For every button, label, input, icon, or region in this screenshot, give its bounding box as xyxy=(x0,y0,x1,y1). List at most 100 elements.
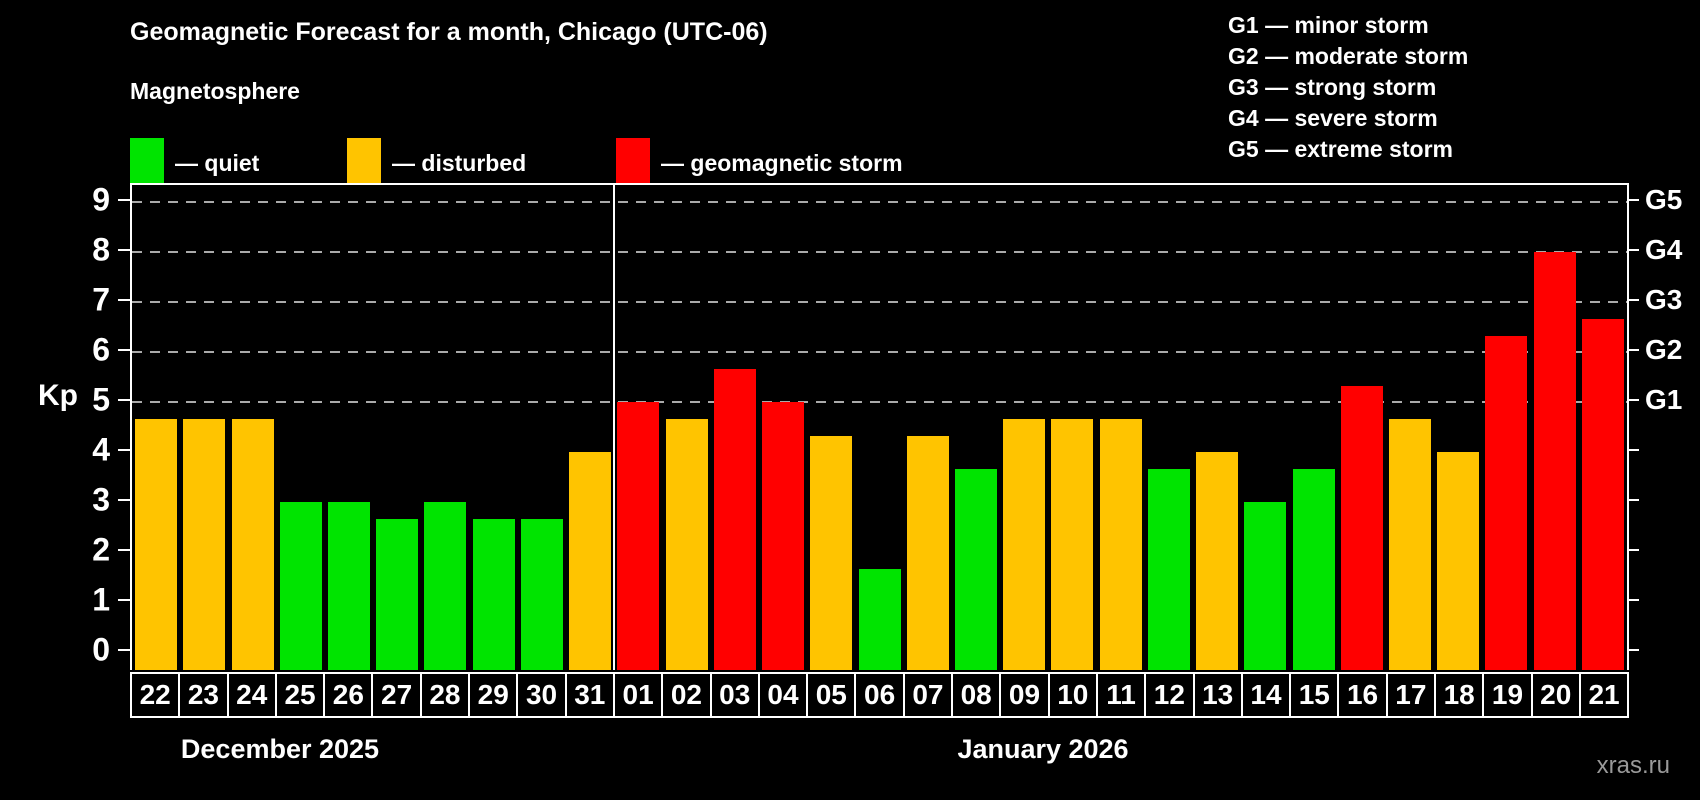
y-axis-tick-left-7 xyxy=(118,299,130,301)
kp-bar-12 xyxy=(1147,468,1190,670)
y-axis-label-2: 2 xyxy=(92,531,110,568)
y-axis-label-9: 9 xyxy=(92,181,110,218)
kp-bar-18 xyxy=(1437,452,1480,670)
y-axis-tick-left-0 xyxy=(118,649,130,651)
day-label-26: 26 xyxy=(323,672,374,718)
kp-bar-02 xyxy=(665,418,708,670)
g4-legend-line: G4 — severe storm xyxy=(1228,105,1438,131)
kp-bar-30 xyxy=(520,518,563,670)
quiet-legend-label: — quiet xyxy=(175,150,260,176)
y-axis-tick-left-4 xyxy=(118,449,130,451)
gridline-kp-5 xyxy=(132,401,1627,403)
kp-bar-27 xyxy=(376,518,419,670)
storm-legend-label: — geomagnetic storm xyxy=(661,150,903,176)
right-axis-label-g5: G5 xyxy=(1645,184,1683,215)
right-axis-label-g2: G2 xyxy=(1645,334,1683,365)
y-axis-tick-right-1 xyxy=(1627,599,1639,601)
y-axis-tick-left-1 xyxy=(118,599,130,601)
day-label-18: 18 xyxy=(1434,672,1485,718)
y-axis-tick-right-6 xyxy=(1627,349,1639,351)
y-axis-label-7: 7 xyxy=(92,281,110,318)
disturbed-swatch-icon xyxy=(347,138,381,184)
day-label-05: 05 xyxy=(806,672,857,718)
y-axis-label-0: 0 xyxy=(92,631,110,668)
y-axis-label-3: 3 xyxy=(92,481,110,518)
kp-bar-03 xyxy=(713,368,756,670)
day-label-06: 06 xyxy=(854,672,905,718)
right-axis-label-g1: G1 xyxy=(1645,384,1683,415)
day-label-16: 16 xyxy=(1337,672,1388,718)
kp-bar-14 xyxy=(1244,502,1287,670)
day-label-25: 25 xyxy=(274,672,326,718)
g1-legend-line: G1 — minor storm xyxy=(1228,12,1429,38)
gridline-kp-9 xyxy=(132,201,1627,203)
kp-bar-15 xyxy=(1292,468,1335,670)
kp-bar-24 xyxy=(231,418,274,670)
day-label-01: 01 xyxy=(612,672,664,718)
day-label-10: 10 xyxy=(1047,672,1098,718)
kp-bar-28 xyxy=(424,502,467,670)
kp-bar-10 xyxy=(1051,418,1094,670)
day-label-12: 12 xyxy=(1144,672,1195,718)
kp-bar-25 xyxy=(279,502,322,670)
kp-bar-22 xyxy=(135,418,178,670)
y-axis-tick-right-4 xyxy=(1627,449,1639,451)
month-label-december: December 2025 xyxy=(180,734,380,764)
day-label-29: 29 xyxy=(468,672,519,718)
kp-bar-01 xyxy=(617,402,660,670)
right-axis-label-g3: G3 xyxy=(1645,284,1683,315)
y-axis-tick-right-0 xyxy=(1627,649,1639,651)
y-axis-tick-left-5 xyxy=(118,399,130,401)
gridline-kp-6 xyxy=(132,351,1627,353)
right-axis-label-g4: G4 xyxy=(1645,234,1683,265)
gridline-kp-8 xyxy=(132,251,1627,253)
kp-bar-08 xyxy=(954,468,997,670)
y-axis-tick-left-6 xyxy=(118,349,130,351)
day-label-15: 15 xyxy=(1289,672,1340,718)
y-axis-label-5: 5 xyxy=(92,381,110,418)
y-axis-label-8: 8 xyxy=(92,231,110,268)
day-label-13: 13 xyxy=(1192,672,1243,718)
day-label-23: 23 xyxy=(178,672,229,718)
y-axis-tick-left-3 xyxy=(118,499,130,501)
kp-bar-04 xyxy=(762,402,805,670)
g3-legend-line: G3 — strong storm xyxy=(1228,74,1437,100)
kp-bar-07 xyxy=(906,435,949,670)
kp-axis-title: Kp xyxy=(38,379,78,412)
day-label-28: 28 xyxy=(419,672,471,718)
day-label-08: 08 xyxy=(951,672,1002,718)
kp-bar-13 xyxy=(1196,452,1239,670)
g-scale-legend: G1 — minor storm G2 — moderate storm G3 … xyxy=(1228,10,1468,165)
y-axis-label-6: 6 xyxy=(92,331,110,368)
kp-bar-19 xyxy=(1485,335,1528,670)
y-axis-tick-left-9 xyxy=(118,199,130,201)
day-label-04: 04 xyxy=(757,672,809,718)
quiet-swatch-icon xyxy=(130,138,164,184)
day-label-11: 11 xyxy=(1095,672,1147,718)
page-title: Geomagnetic Forecast for a month, Chicag… xyxy=(130,18,768,46)
y-axis-label-1: 1 xyxy=(92,581,110,618)
day-label-21: 21 xyxy=(1578,672,1630,718)
y-axis-tick-left-8 xyxy=(118,249,130,251)
y-axis-tick-right-9 xyxy=(1627,199,1639,201)
kp-bar-23 xyxy=(183,418,226,670)
kp-bar-29 xyxy=(472,518,515,670)
day-label-09: 09 xyxy=(999,672,1050,718)
kp-bar-31 xyxy=(569,452,612,670)
storm-swatch-icon xyxy=(616,138,650,184)
day-label-22: 22 xyxy=(130,672,181,718)
watermark: xras.ru xyxy=(1596,752,1670,779)
month-divider xyxy=(613,185,616,670)
y-axis-tick-right-3 xyxy=(1627,499,1639,501)
kp-bar-21 xyxy=(1581,318,1624,670)
day-label-31: 31 xyxy=(564,672,615,718)
kp-bar-05 xyxy=(810,435,853,670)
kp-bar-20 xyxy=(1533,252,1576,670)
day-label-02: 02 xyxy=(661,672,712,718)
day-label-03: 03 xyxy=(709,672,760,718)
y-axis-tick-right-7 xyxy=(1627,299,1639,301)
y-axis-label-4: 4 xyxy=(92,431,110,468)
kp-bar-chart xyxy=(130,183,1629,670)
y-axis-tick-left-2 xyxy=(118,549,130,551)
day-label-27: 27 xyxy=(371,672,422,718)
